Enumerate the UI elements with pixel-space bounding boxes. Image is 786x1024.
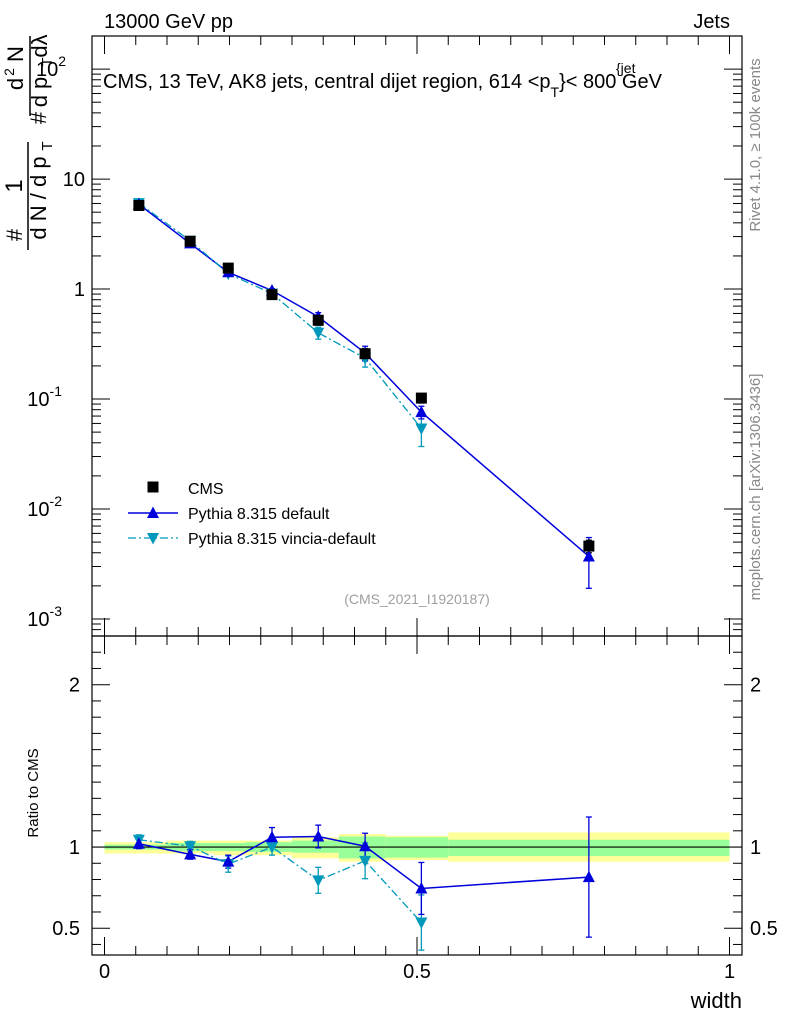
pythia-default-point: [415, 405, 428, 418]
legend-cms-label: CMS: [188, 481, 224, 498]
pythia-default-line: [138, 203, 590, 558]
analysis-watermark: (CMS_2021_I1920187): [344, 591, 490, 607]
ylabel-dn-dpt: d N / d p: [26, 156, 51, 239]
ratio-vincia-point: [312, 875, 325, 887]
ylabel-hash-2: #: [26, 111, 51, 124]
legend-vincia-label: Pythia 8.315 vincia-default: [188, 531, 376, 548]
cms-point: [184, 235, 196, 247]
vincia-point: [415, 423, 428, 435]
main-panel: 10-3 10-2 10-1 1 10 102 CMS, 13 TeV, AK8 jets…: [27, 35, 743, 637]
main-y-tick-label: 1: [74, 279, 85, 301]
ratio-pythia-default-point: [222, 855, 235, 867]
ratio-pythia-default-point: [266, 830, 278, 843]
main-y-ticks: 10-3 10-2 10-1 1 10 102: [27, 35, 742, 637]
ratio-x-ticks: 0 0.5 1: [99, 636, 735, 983]
ylabel-dlambda: dλ: [27, 34, 52, 57]
header-right: Jets: [693, 11, 730, 33]
mcplots-label: mcplots.cern.ch [arXiv:1306.3436]: [747, 374, 764, 601]
x-tick-label: 0.5: [403, 961, 431, 983]
main-y-tick-label: 10-1: [27, 383, 62, 411]
ratio-pythia-default-point: [582, 870, 595, 883]
ylabel-n: N: [3, 46, 28, 62]
cms-point: [583, 540, 595, 552]
ratio-y-tick-label: 2: [69, 675, 80, 697]
ratio-y-ticks: 0.5 0.5 1 1 2 2: [52, 651, 778, 945]
cms-point: [266, 289, 278, 301]
ratio-vincia-point: [415, 917, 428, 930]
legend-vincia-marker: [147, 533, 159, 545]
ylabel-d2n-d: d: [3, 78, 28, 90]
rivet-label: Rivet 4.1.0, ≥ 100k events: [747, 58, 764, 231]
main-title: CMS, 13 TeV, AK8 jets, central dijet reg…: [103, 60, 663, 100]
ratio-y-tick-label-right: 1: [750, 837, 761, 859]
ratio-y-tick-label: 1: [69, 837, 80, 859]
pythia-default-point: [582, 549, 595, 562]
cms-point: [133, 200, 145, 212]
ylabel-t-1: T: [39, 141, 56, 150]
cms-point: [359, 348, 371, 360]
ratio-pythia-default-point: [415, 881, 428, 894]
main-y-tick-label: 10: [63, 169, 85, 191]
ratio-vincia-point: [184, 841, 197, 853]
ratio-pythia-default-line: [138, 835, 589, 890]
ratio-y-tick-label-right: 2: [750, 675, 761, 697]
legend-pythia-default-label: Pythia 8.315 default: [188, 506, 330, 523]
ratio-y-tick-label-right: 0.5: [750, 918, 778, 940]
ratio-vincia-point: [266, 842, 278, 854]
ylabel-hash-1: #: [2, 228, 27, 241]
title-main: CMS, 13 TeV, AK8 jets, central dijet reg…: [103, 71, 663, 100]
x-tick-label: 1: [724, 961, 735, 983]
ratio-pythia-default-point: [359, 839, 372, 852]
ylabel-dpt: d p: [27, 77, 52, 108]
ratio-pythia-default-point: [132, 837, 145, 849]
ylabel-one: 1: [1, 179, 28, 192]
ratio-vincia-point: [359, 855, 372, 868]
legend-pythia-default-marker: [147, 506, 159, 518]
main-y-axis-label: # 1 d N / d p T # d 2 N d p T dλ: [1, 34, 56, 250]
ylabel-two: 2: [1, 68, 17, 76]
main-y-tick-label: 10-2: [27, 493, 62, 521]
ratio-frame: [91, 635, 743, 956]
header-left: 13000 GeV pp: [104, 11, 233, 33]
cms-point: [312, 314, 324, 326]
main-y-tick-label: 10-3: [27, 603, 62, 631]
ratio-pythia-default-point: [312, 829, 325, 842]
cms-point: [415, 392, 427, 404]
ratio-pythia-default-point: [184, 847, 197, 860]
x-axis-label: width: [690, 988, 742, 1013]
ratio-panel: 0.5 0.51 12 2 0 0.5 1 Ratio to CMS width: [25, 635, 778, 1013]
title-superscript: {jet: [616, 60, 636, 76]
main-data-layer: [132, 197, 595, 589]
ylabel-t-2: T: [39, 57, 56, 66]
cms-point: [222, 262, 234, 274]
vincia-point: [312, 327, 325, 340]
ratio-y-tick-label: 0.5: [52, 918, 80, 940]
main-x-ticks: [104, 36, 730, 636]
ratio-data-layer: [132, 816, 595, 951]
x-tick-label: 0: [99, 961, 110, 983]
legend-cms-marker: [147, 481, 159, 493]
main-y-tick-label: 102: [36, 53, 66, 81]
legend: CMS Pythia 8.315 default Pythia 8.315 vinc…: [128, 481, 376, 548]
ratio-y-label: Ratio to CMS: [25, 748, 42, 837]
